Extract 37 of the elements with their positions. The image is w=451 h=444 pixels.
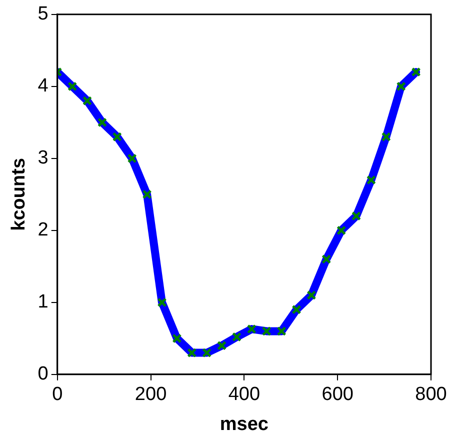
point	[306, 290, 316, 300]
point	[172, 334, 182, 344]
x-tick-label: 800	[415, 384, 447, 406]
y-axis-title: kcounts	[8, 158, 30, 231]
point	[127, 154, 137, 164]
point	[351, 211, 362, 221]
point	[232, 332, 242, 342]
y-tick-label: 0	[38, 364, 48, 385]
y-tick-label: 2	[38, 220, 48, 241]
point	[396, 82, 406, 92]
y-tick-label: 5	[38, 4, 48, 25]
point	[82, 96, 92, 106]
point	[366, 175, 376, 185]
point	[292, 304, 302, 314]
point	[322, 254, 332, 264]
point	[411, 67, 421, 77]
point	[276, 326, 286, 336]
y-tick-label: 4	[38, 76, 49, 97]
x-axis-title: msec	[220, 414, 269, 435]
x-tick-label: 400	[228, 384, 260, 406]
point	[68, 82, 78, 92]
point	[97, 118, 107, 128]
point	[216, 340, 227, 350]
x-tick-label: 200	[134, 384, 167, 406]
point	[202, 348, 212, 358]
point	[142, 190, 152, 200]
point	[246, 324, 256, 334]
y-tick-label: 1	[38, 292, 48, 313]
point	[187, 348, 197, 358]
point	[112, 132, 122, 142]
y-tick-label: 3	[38, 148, 48, 169]
point	[381, 132, 391, 142]
x-tick-label: 600	[322, 384, 354, 406]
point	[336, 226, 346, 236]
point	[157, 298, 167, 308]
point	[262, 326, 272, 336]
x-tick-label: 0	[52, 384, 63, 406]
